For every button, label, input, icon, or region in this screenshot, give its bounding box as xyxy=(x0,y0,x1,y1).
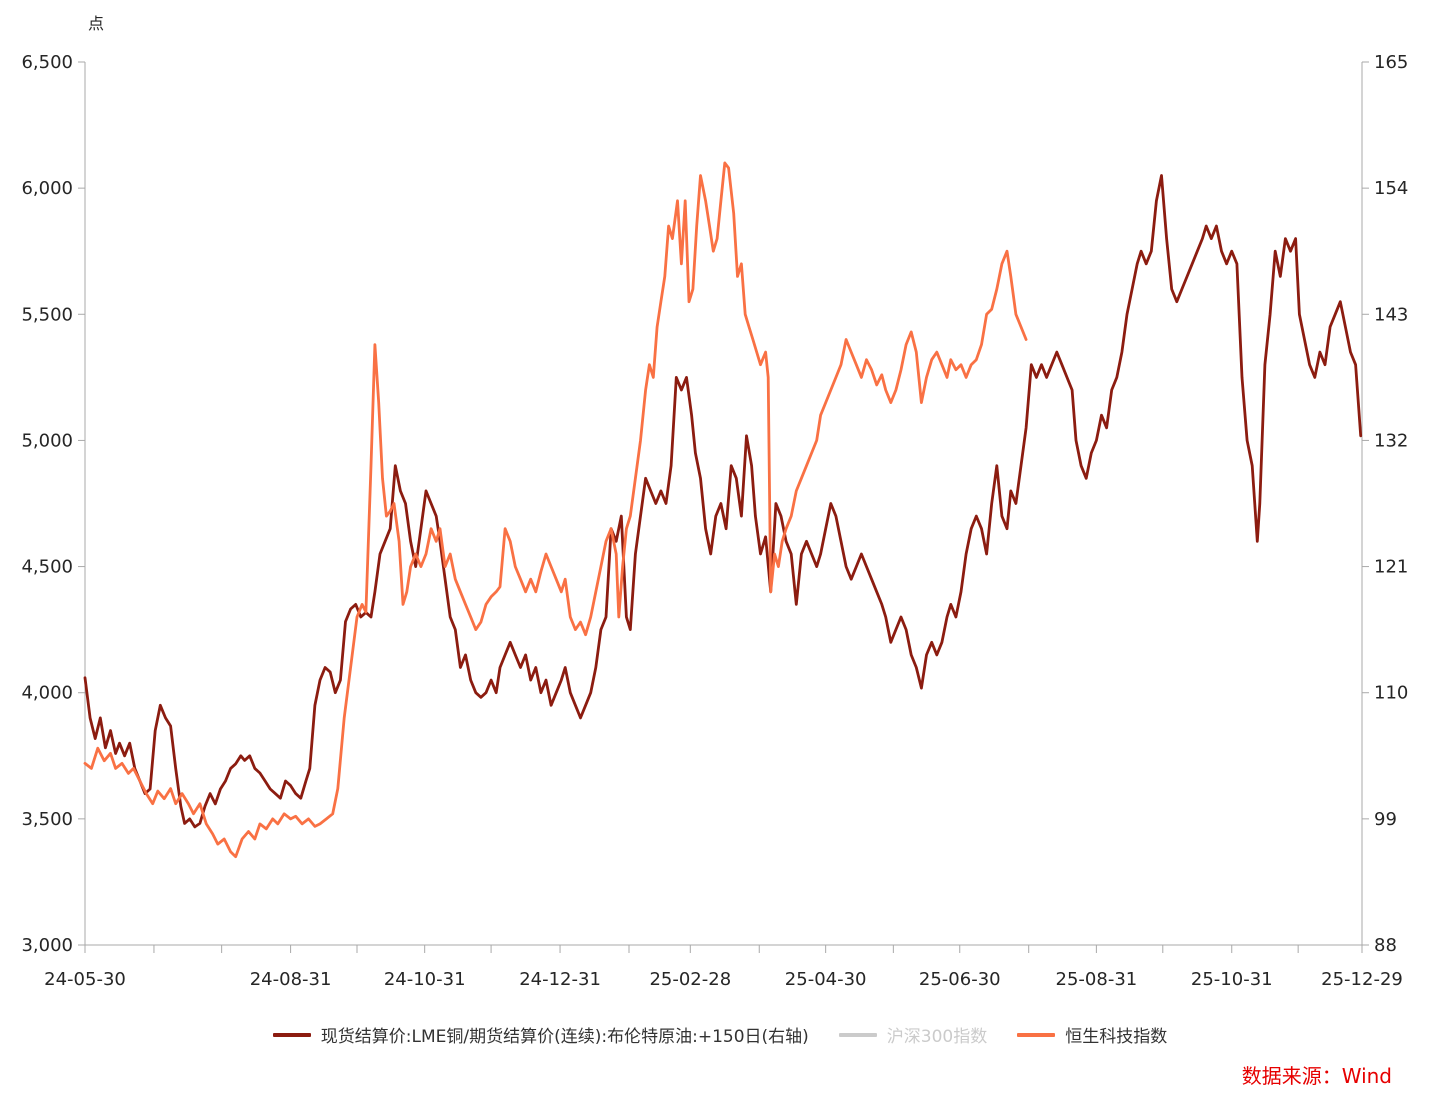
legend-item-csi300[interactable]: 沪深300指数 xyxy=(838,1022,988,1047)
left-axis-tick-label: 5,500 xyxy=(21,304,73,325)
x-axis-tick-label: 25-08-31 xyxy=(1056,969,1138,990)
left-axis-tick-label: 3,000 xyxy=(21,935,73,956)
right-axis-tick-label: 110 xyxy=(1374,683,1408,704)
legend-swatch-orange xyxy=(1017,1032,1056,1037)
dual-axis-line-chart: 3,000 3,500 4,000 4,500 5,000 5,500 6,000 6,500… xyxy=(21,52,1408,990)
legend-label: 沪深300指数 xyxy=(886,1027,988,1047)
x-axis-tick-label: 25-10-31 xyxy=(1191,969,1273,990)
x-axis-tick-label: 24-12-31 xyxy=(519,969,601,990)
right-axis-tick-label: 99 xyxy=(1374,809,1397,830)
right-axis-tick-label: 165 xyxy=(1374,52,1408,73)
chart-legend: 现货结算价:LME铜/期货结算价(连续):布伦特原油:+150日(右轴) 沪深3… xyxy=(0,1022,1440,1047)
right-axis-tick-label: 132 xyxy=(1374,430,1408,451)
series-line-2 xyxy=(83,161,1028,859)
left-axis-tick-label: 6,000 xyxy=(21,178,73,199)
legend-swatch-gray xyxy=(838,1032,877,1037)
x-axis-tick-label: 25-04-30 xyxy=(785,969,867,990)
left-axis-unit-label: 点 xyxy=(88,14,105,33)
left-axis-tick-label: 5,000 xyxy=(21,430,73,451)
right-axis-tick-label: 121 xyxy=(1374,557,1408,578)
x-axis-tick-label: 24-08-31 xyxy=(250,969,332,990)
left-axis-tick-label: 4,000 xyxy=(21,683,73,704)
legend-item-lme-copper-brent-ratio[interactable]: 现货结算价:LME铜/期货结算价(连续):布伦特原油:+150日(右轴) xyxy=(272,1022,809,1047)
right-axis-tick-label: 143 xyxy=(1374,304,1408,325)
series-line-0 xyxy=(83,174,1363,829)
legend-item-hang-seng-tech[interactable]: 恒生科技指数 xyxy=(1017,1022,1167,1047)
x-axis-tick-label: 25-12-29 xyxy=(1321,969,1403,990)
legend-label: 现货结算价:LME铜/期货结算价(连续):布伦特原油:+150日(右轴) xyxy=(320,1027,809,1047)
right-axis-tick-label: 154 xyxy=(1374,178,1408,199)
x-axis-tick-label: 24-10-31 xyxy=(384,969,466,990)
x-axis-tick-label: 25-02-28 xyxy=(649,969,731,990)
left-axis-tick-label: 6,500 xyxy=(21,52,73,73)
data-source-label: 数据来源：Wind xyxy=(1241,1064,1392,1088)
x-axis-tick-label: 24-05-30 xyxy=(44,969,126,990)
legend-label: 恒生科技指数 xyxy=(1065,1027,1168,1047)
x-axis-tick-label: 25-06-30 xyxy=(919,969,1001,990)
left-axis-tick-label: 4,500 xyxy=(21,557,73,578)
left-axis-tick-label: 3,500 xyxy=(21,809,73,830)
legend-swatch-dark-red xyxy=(272,1032,311,1037)
right-axis-tick-label: 88 xyxy=(1374,935,1397,956)
